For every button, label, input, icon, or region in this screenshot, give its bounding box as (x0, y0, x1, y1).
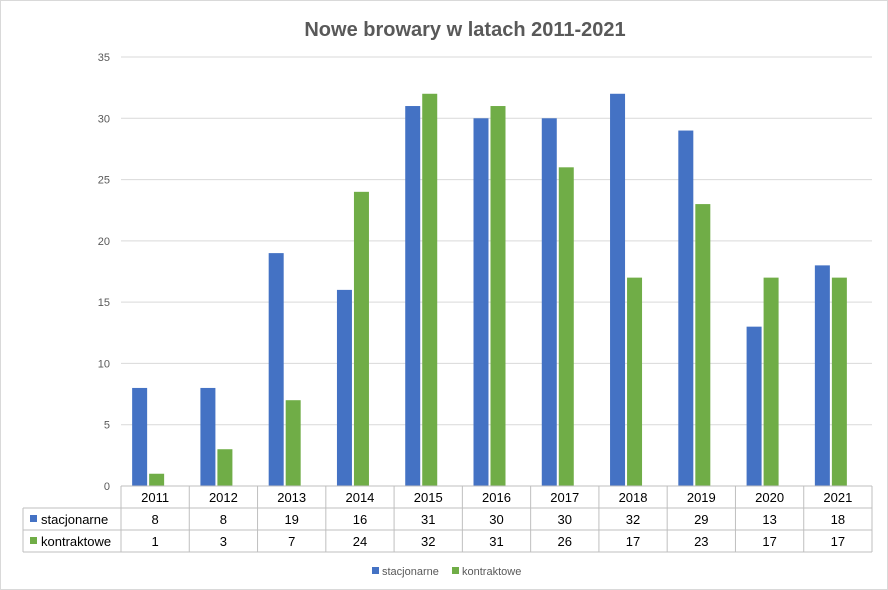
y-tick-label: 10 (98, 358, 110, 370)
y-tick-label: 0 (104, 481, 110, 493)
data-cell-kontraktowe-2012: 3 (220, 534, 227, 549)
data-cell-kontraktowe-2013: 7 (288, 534, 295, 549)
y-tick-label: 25 (98, 175, 110, 187)
y-axis-tick-labels: 0 5 10 15 20 25 30 35 (98, 52, 110, 493)
bar-kontraktowe-2018 (627, 277, 643, 486)
bar-stacjonarne-2014 (336, 289, 352, 486)
data-cell-kontraktowe-2019: 23 (694, 534, 708, 549)
data-cell-stacjonarne-2017: 30 (558, 512, 572, 527)
x-category-label: 2012 (209, 490, 238, 505)
x-category-label: 2021 (823, 490, 852, 505)
legend: stacjonarne kontraktowe (372, 566, 521, 578)
x-category-label: 2018 (619, 490, 648, 505)
bar-kontraktowe-2020 (763, 277, 779, 486)
data-cell-stacjonarne-2019: 29 (694, 512, 708, 527)
data-cell-stacjonarne-2020: 13 (762, 512, 776, 527)
data-cell-kontraktowe-2021: 17 (831, 534, 845, 549)
y-tick-label: 15 (98, 297, 110, 309)
x-category-label: 2016 (482, 490, 511, 505)
table-row-label-stacjonarne: stacjonarne (41, 512, 108, 527)
bar-kontraktowe-2013 (285, 400, 301, 486)
data-cell-stacjonarne-2016: 30 (489, 512, 503, 527)
data-cell-kontraktowe-2018: 17 (626, 534, 640, 549)
bar-stacjonarne-2020 (746, 326, 762, 486)
bar-kontraktowe-2014 (353, 191, 369, 487)
legend-label-kontraktowe: kontraktowe (462, 566, 521, 578)
bar-kontraktowe-2021 (831, 277, 847, 486)
data-cell-stacjonarne-2021: 18 (831, 512, 845, 527)
data-cell-kontraktowe-2016: 31 (489, 534, 503, 549)
bar-stacjonarne-2021 (814, 265, 830, 486)
bar-stacjonarne-2015 (405, 106, 421, 487)
legend-marker-kontraktowe (452, 567, 459, 574)
table-legend-key-stacjonarne (30, 515, 37, 522)
data-cell-stacjonarne-2011: 8 (152, 512, 159, 527)
bar-kontraktowe-2019 (695, 204, 711, 487)
legend-marker-stacjonarne (372, 567, 379, 574)
bar-kontraktowe-2012 (217, 449, 233, 486)
bar-stacjonarne-2016 (473, 118, 489, 487)
data-table: 2011 2012 2013 2014 2015 2016 2017 2018 2019 2020… (22, 486, 873, 553)
data-cell-kontraktowe-2015: 32 (421, 534, 435, 549)
x-category-label: 2013 (277, 490, 306, 505)
data-cell-kontraktowe-2011: 1 (152, 534, 159, 549)
x-category-label: 2011 (141, 490, 169, 505)
data-cell-stacjonarne-2012: 8 (220, 512, 227, 527)
bar-stacjonarne-2012 (200, 387, 216, 486)
y-tick-label: 35 (98, 52, 110, 64)
data-cell-kontraktowe-2017: 26 (558, 534, 572, 549)
y-tick-label: 5 (104, 420, 110, 432)
bar-stacjonarne-2011 (132, 387, 148, 486)
bars (132, 93, 847, 487)
bar-kontraktowe-2015 (422, 93, 438, 487)
data-cell-kontraktowe-2020: 17 (762, 534, 776, 549)
x-category-label: 2019 (687, 490, 716, 505)
bar-stacjonarne-2019 (678, 130, 694, 487)
data-cell-kontraktowe-2014: 24 (353, 534, 367, 549)
table-row-label-kontraktowe: kontraktowe (41, 534, 111, 549)
table-legend-key-kontraktowe (30, 537, 37, 544)
x-category-label: 2020 (755, 490, 784, 505)
x-category-label: 2014 (345, 490, 374, 505)
data-cell-stacjonarne-2013: 19 (284, 512, 298, 527)
data-cell-stacjonarne-2014: 16 (353, 512, 367, 527)
bar-stacjonarne-2013 (268, 253, 284, 486)
data-cell-stacjonarne-2018: 32 (626, 512, 640, 527)
bar-kontraktowe-2011 (149, 473, 165, 486)
bar-kontraktowe-2016 (490, 106, 506, 487)
x-category-label: 2017 (550, 490, 579, 505)
chart-title: Nowe browary w latach 2011-2021 (304, 19, 625, 41)
y-tick-label: 20 (98, 236, 110, 248)
bar-stacjonarne-2018 (610, 93, 626, 487)
bar-kontraktowe-2017 (558, 167, 574, 487)
data-cell-stacjonarne-2015: 31 (421, 512, 435, 527)
bar-stacjonarne-2017 (541, 118, 557, 487)
legend-label-stacjonarne: stacjonarne (382, 566, 439, 578)
y-tick-label: 30 (98, 113, 110, 125)
x-category-label: 2015 (414, 490, 443, 505)
